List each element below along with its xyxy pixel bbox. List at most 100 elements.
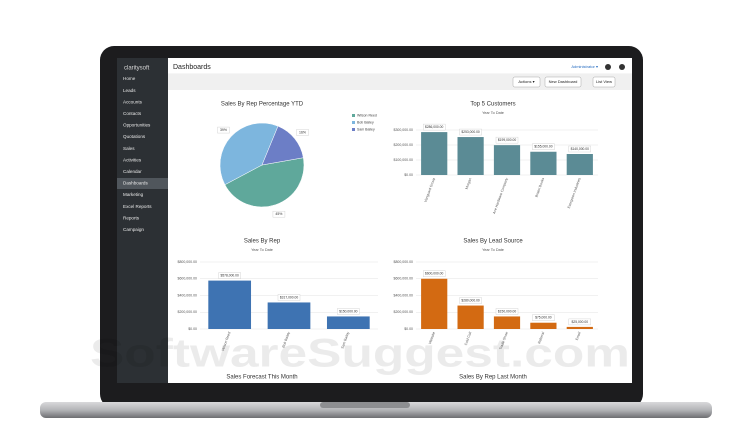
pie-slice	[261, 125, 304, 166]
chart-subtitle: Year To Date	[482, 248, 504, 252]
settings-icon[interactable]	[605, 64, 611, 70]
chart-subtitle: Year To Date	[482, 111, 504, 115]
bar	[566, 326, 593, 329]
label-box	[532, 314, 555, 321]
laptop-base	[40, 402, 712, 418]
panel-title: Sales Forecast This Month	[226, 375, 297, 381]
x-tick-label: Website	[428, 331, 436, 344]
y-tick-label: $200,000.00	[394, 143, 414, 147]
x-tick-label: Bristol Books	[534, 177, 545, 198]
new-dashboard-button[interactable]	[544, 76, 582, 88]
bar	[457, 137, 484, 175]
value-label: $578,000.00	[220, 273, 239, 277]
chart-title: Sales By Rep Percentage YTD	[221, 102, 304, 108]
value-label: $317,000.00	[280, 295, 299, 299]
chart-title: Sales By Lead Source	[463, 239, 523, 245]
y-tick-label: $600,000.00	[394, 277, 414, 281]
watermark: SoftwareSuggest.com	[90, 332, 630, 376]
label-box	[495, 136, 519, 144]
value-label: $600,000.00	[425, 272, 444, 276]
actions-button[interactable]	[512, 76, 541, 88]
bar	[493, 145, 521, 175]
y-tick-label: $800,000.00	[394, 260, 414, 264]
top-bar	[168, 58, 632, 74]
value-label: $150,000.00	[339, 309, 358, 313]
legend-label: Sam Bailey	[357, 127, 375, 131]
label-box	[423, 270, 446, 277]
value-label: 16%	[299, 130, 306, 134]
y-tick-label: $0.00	[404, 327, 413, 331]
page-header: Dashboards	[173, 64, 211, 71]
chart-title: Top 5 Customers	[470, 102, 515, 108]
laptop-notch	[320, 402, 410, 408]
nav-item[interactable]: Accounts	[123, 99, 143, 104]
list-view-button[interactable]	[592, 76, 616, 88]
value-label: $75,000.00	[535, 316, 552, 320]
x-tick-label: Trade Show	[499, 331, 509, 350]
y-tick-label: $300,000.00	[394, 128, 414, 132]
help-icon[interactable]	[619, 64, 625, 70]
nav-item[interactable]: Sales	[123, 146, 135, 151]
value-label: 39%	[220, 128, 227, 132]
x-tick-label: Bob Bailey	[281, 331, 291, 348]
x-tick-label: Cold Call	[464, 331, 473, 346]
x-tick-label: Email	[575, 331, 582, 341]
nav-item[interactable]: Home	[123, 76, 136, 81]
pie-slice	[219, 122, 279, 186]
nav-item[interactable]: Opportunities	[123, 123, 151, 128]
nav-item[interactable]: Leads	[123, 88, 136, 93]
x-tick-label: Sam Bailey	[340, 331, 350, 349]
label-box	[532, 143, 555, 150]
nav-item[interactable]: Campaign	[123, 227, 144, 232]
button-label: Actions ▾	[518, 79, 534, 84]
bar	[530, 151, 557, 175]
legend-label: Bob Bailey	[357, 120, 374, 124]
legend-swatch	[352, 128, 355, 131]
charts: Sales By Rep Percentage YTD 45% Wilson Ree…	[178, 102, 598, 351]
logo: claritysoft	[124, 66, 150, 72]
x-tick-label: Referral	[537, 331, 545, 344]
nav-item[interactable]: Contacts	[123, 111, 142, 116]
y-tick-label: $0.00	[188, 327, 197, 331]
x-tick-label: Wilson Reed	[221, 331, 232, 351]
value-label: $150,000.00	[498, 309, 517, 313]
nav-item[interactable]: Dashboards	[123, 181, 148, 186]
nav-item[interactable]: Quotations	[123, 134, 146, 139]
nav-active	[117, 178, 168, 189]
bar	[530, 322, 557, 329]
chart-title: Sales By Rep	[244, 239, 281, 245]
nav-item[interactable]: Calendar	[123, 169, 142, 174]
y-tick-label: $600,000.00	[178, 277, 198, 281]
bar	[566, 154, 593, 175]
value-label: $286,000.00	[425, 125, 444, 129]
label-box	[568, 145, 591, 153]
nav-item[interactable]: Activities	[123, 157, 142, 162]
label-box	[568, 318, 591, 326]
label-box	[296, 129, 309, 136]
nav-item[interactable]: Reports	[123, 215, 140, 220]
value-label: $199,000.00	[498, 138, 517, 142]
button-label: List View	[596, 79, 612, 84]
value-label: $140,000.00	[571, 147, 590, 151]
bar	[493, 316, 521, 329]
bar	[421, 278, 448, 329]
chart-subtitle: Year To Date	[251, 248, 273, 252]
bar	[208, 280, 252, 329]
nav-item[interactable]: Marketing	[123, 192, 144, 197]
bar	[457, 305, 484, 329]
x-tick-label: Morgan	[465, 177, 473, 190]
y-tick-label: $200,000.00	[394, 310, 414, 314]
label-box	[337, 308, 360, 315]
nav-item[interactable]: Excel Reports	[123, 204, 152, 209]
label-box	[217, 126, 230, 134]
label-box	[459, 128, 482, 136]
legend-label: Wilson Reed	[357, 113, 377, 117]
bar	[326, 316, 370, 329]
sidebar	[117, 58, 168, 383]
y-tick-label: $800,000.00	[178, 260, 198, 264]
value-label: $280,000.00	[461, 298, 480, 302]
value-label: $25,000.00	[572, 320, 589, 324]
user-menu[interactable]: Administrator ▾	[571, 64, 598, 69]
